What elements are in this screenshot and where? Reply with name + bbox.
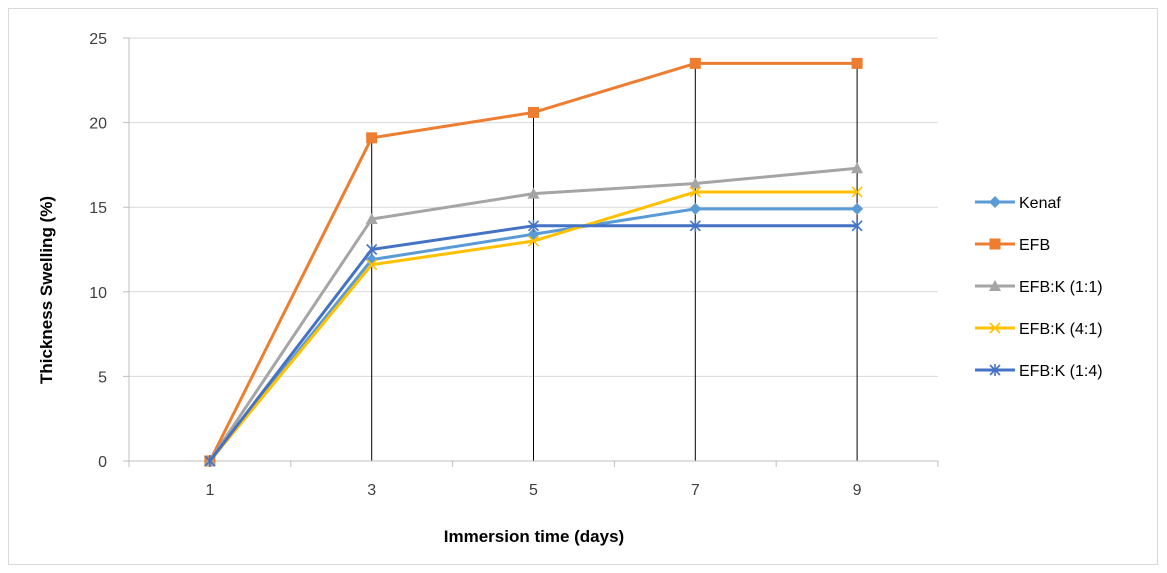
x-tick-label: 1	[205, 482, 214, 499]
x-tick-label: 3	[367, 482, 376, 499]
y-tick-label: 10	[89, 285, 107, 302]
legend-label: EFB	[1019, 237, 1050, 254]
legend-item: EFB:K (4:1)	[975, 321, 1103, 338]
data-point	[851, 186, 863, 198]
legend: Kenaf EFB EFB:K (1:1) EFB:K (4:1) EFB:K (1:4…	[975, 195, 1103, 380]
data-point	[689, 177, 702, 189]
data-point	[527, 187, 540, 199]
x-tick-label: 7	[691, 482, 700, 499]
data-point	[689, 219, 701, 232]
y-axis-title: Thickness Swelling (%)	[37, 196, 56, 384]
legend-item: Kenaf	[975, 195, 1061, 212]
drop-lines	[371, 63, 858, 461]
legend-marker	[989, 322, 1001, 334]
x-tick-label: 5	[529, 482, 538, 499]
data-point	[851, 57, 863, 69]
data-point	[527, 235, 540, 247]
legend-marker	[989, 238, 1001, 250]
series-lines	[203, 57, 864, 467]
y-tick-label: 20	[89, 116, 107, 133]
legend-marker	[989, 196, 1001, 208]
data-point	[689, 186, 701, 198]
marker-stroke	[689, 186, 701, 198]
y-tick-label: 0	[98, 454, 107, 471]
legend-label: EFB:K (1:4)	[1019, 363, 1103, 380]
data-point	[851, 162, 864, 174]
data-point	[527, 219, 540, 232]
data-point	[689, 57, 701, 69]
legend-label: EFB:K (4:1)	[1019, 321, 1103, 338]
chart-frame	[8, 8, 1158, 565]
marker-stroke	[527, 235, 540, 247]
legend-label: EFB:K (1:1)	[1019, 279, 1103, 296]
legend-item: EFB	[975, 237, 1050, 254]
legend-marker	[989, 364, 1001, 376]
data-point	[366, 132, 378, 144]
data-point	[689, 202, 702, 215]
x-axis-title: Immersion time (days)	[444, 527, 624, 546]
data-point	[366, 259, 378, 271]
data-point	[204, 455, 216, 467]
legend-item: EFB:K (1:1)	[975, 279, 1103, 296]
y-tick-label: 25	[89, 31, 107, 48]
x-tick-label: 9	[853, 482, 862, 499]
axes: 0 5 10 15 20 25 1 3 5 7 9	[89, 31, 939, 499]
data-point	[528, 106, 539, 118]
marker-stroke	[851, 186, 863, 198]
y-tick-label: 5	[98, 369, 107, 386]
marker-stroke	[989, 322, 1001, 334]
y-tick-label: 15	[89, 200, 107, 217]
legend-item: EFB:K (1:4)	[975, 363, 1103, 380]
marker-stroke	[366, 259, 378, 271]
data-point	[851, 202, 864, 215]
data-point	[851, 219, 863, 232]
legend-marker	[989, 280, 1001, 291]
data-point	[366, 243, 378, 256]
legend-label: Kenaf	[1019, 195, 1061, 212]
series-efb-k-1-4	[204, 219, 863, 467]
data-point	[365, 213, 378, 225]
